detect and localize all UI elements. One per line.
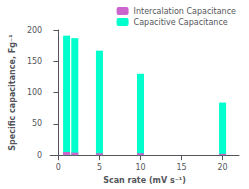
- svg-text:10: 10: [135, 163, 145, 172]
- svg-text:Capacitive Capacitance: Capacitive Capacitance: [134, 18, 228, 27]
- svg-text:0: 0: [37, 151, 42, 160]
- svg-text:200: 200: [27, 26, 42, 35]
- svg-text:Intercalation Capacitance: Intercalation Capacitance: [134, 7, 236, 16]
- svg-text:Specific capacitance, Fg⁻¹: Specific capacitance, Fg⁻¹: [8, 34, 17, 151]
- svg-text:100: 100: [27, 88, 42, 97]
- svg-text:5: 5: [97, 163, 102, 172]
- svg-text:Scan rate (mV s⁻¹): Scan rate (mV s⁻¹): [103, 176, 186, 185]
- svg-text:20: 20: [217, 163, 227, 172]
- svg-text:0: 0: [56, 163, 61, 172]
- svg-text:150: 150: [27, 57, 42, 66]
- svg-text:50: 50: [32, 119, 42, 128]
- svg-text:15: 15: [176, 163, 186, 172]
